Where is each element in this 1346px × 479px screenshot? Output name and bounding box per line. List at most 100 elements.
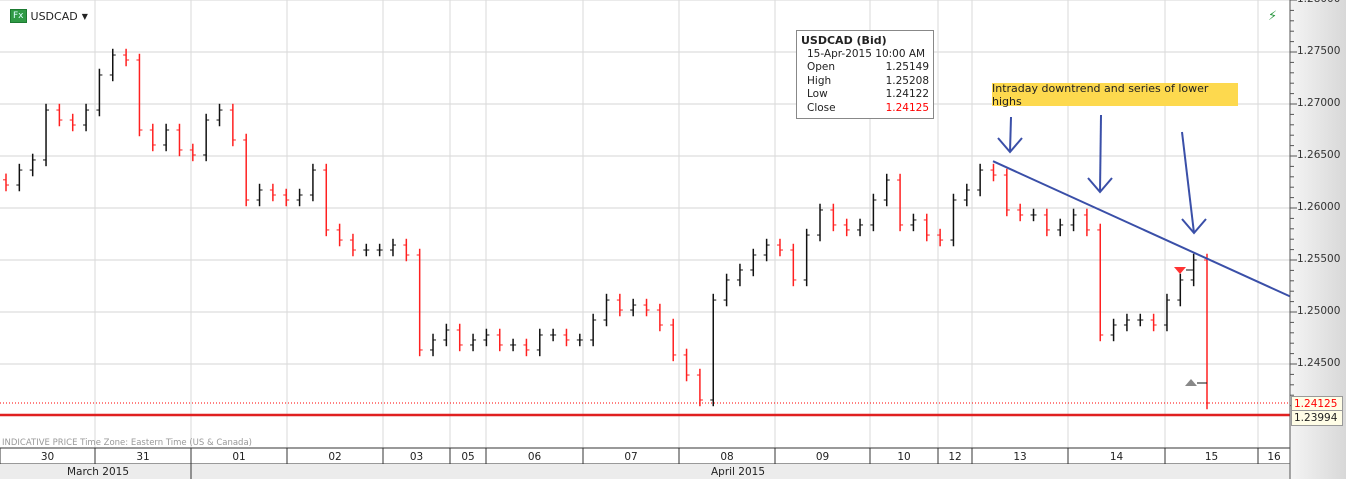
ohlc-bar — [456, 323, 463, 352]
ohlc-bar — [470, 333, 477, 352]
ohlc-bar — [323, 163, 330, 237]
ohlc-bar — [857, 218, 864, 237]
ohlc-bar — [563, 328, 570, 347]
y-tick-label: 1.27000 — [1297, 97, 1341, 109]
ohlc-bar — [990, 163, 997, 182]
ohlc-bar — [1017, 203, 1024, 222]
x-tick-label: 14 — [1110, 451, 1124, 463]
x-tick-label: 30 — [41, 451, 54, 463]
arrow-down-icon — [1181, 131, 1207, 235]
x-tick-label: 15 — [1205, 451, 1218, 463]
date-row — [0, 447, 1291, 465]
ohlc-bar — [843, 218, 850, 237]
ohlc-bar — [1110, 318, 1117, 342]
ohlc-bar — [643, 298, 650, 317]
ohlc-bar — [1057, 218, 1064, 237]
x-tick-label: 01 — [232, 451, 245, 463]
ohlc-bar — [630, 298, 637, 317]
ohlc-bar — [710, 293, 717, 407]
ohlc-bar — [56, 103, 63, 127]
ohlc-bar — [683, 348, 690, 382]
month-label: March 2015 — [67, 466, 129, 478]
ohlc-bar — [790, 243, 797, 287]
x-tick-label: 05 — [461, 451, 474, 463]
month-label: April 2015 — [711, 466, 765, 478]
ohlc-bar — [336, 223, 343, 247]
trendline[interactable] — [992, 160, 1291, 298]
symbol-label: USDCAD — [30, 9, 78, 23]
support-price-label: 1.23994 — [1291, 410, 1343, 426]
ohlc-bar — [416, 248, 423, 357]
ohlc-bar — [283, 188, 290, 207]
ohlc-bar — [496, 328, 503, 352]
y-tick-label: 1.25500 — [1297, 253, 1341, 265]
ohlc-bar — [96, 68, 103, 117]
tooltip-high: High 1.25208 — [807, 74, 929, 87]
ohlc-bar — [776, 238, 783, 257]
y-tick-label: 1.26000 — [1297, 201, 1341, 213]
ohlc-bar — [163, 123, 170, 152]
ohlc-bar — [1177, 273, 1184, 307]
ohlc-bar — [109, 48, 116, 82]
ohlc-bar — [590, 313, 597, 347]
ohlc-bar — [696, 368, 703, 407]
ohlc-bar — [550, 328, 557, 342]
ohlc-bar — [483, 328, 490, 347]
ohlc-bar — [376, 243, 383, 257]
ohlc-bar — [29, 153, 36, 177]
fx-badge: Fx — [10, 9, 27, 23]
ohlc-bar — [616, 293, 623, 317]
ohlc-bar — [656, 303, 663, 332]
ohlc-bar — [43, 103, 50, 167]
arrow-down-icon — [1087, 114, 1113, 194]
ohlc-bar — [123, 48, 130, 67]
ohlc-bar — [16, 163, 23, 192]
ohlc-bar — [256, 183, 263, 207]
ohlc-bar — [977, 163, 984, 197]
chart-trend-icon[interactable]: ⚡ — [1268, 9, 1278, 24]
ohlc-bar — [870, 193, 877, 232]
x-tick-label: 13 — [1013, 451, 1026, 463]
ohlc-bar — [1030, 208, 1037, 222]
ohlc-bar — [349, 233, 356, 257]
ohlc-bar — [1070, 208, 1077, 232]
y-tick-label: 1.26500 — [1297, 149, 1341, 161]
chevron-down-icon: ▼ — [81, 11, 88, 21]
ohlc-bar — [403, 238, 410, 262]
ohlc-bar — [1043, 208, 1050, 237]
x-tick-label: 07 — [624, 451, 637, 463]
month-row — [0, 464, 1290, 479]
ohlc-bar — [803, 228, 810, 287]
y-tick-label: 1.24500 — [1297, 357, 1341, 369]
ohlc-bar — [897, 173, 904, 232]
ohlc-bar — [1083, 208, 1090, 237]
x-tick-label: 09 — [816, 451, 829, 463]
x-tick-label: 12 — [948, 451, 961, 463]
tooltip-datetime: 15-Apr-2015 10:00 AM — [807, 47, 926, 60]
ohlc-bar — [243, 133, 250, 207]
symbol-selector[interactable]: Fx USDCAD ▼ — [10, 9, 88, 23]
ohlc-bar — [363, 243, 370, 257]
ohlc-bar — [296, 188, 303, 207]
x-tick-label: 10 — [897, 451, 910, 463]
ohlc-bar — [1137, 313, 1144, 327]
ohlc-bar — [83, 103, 90, 132]
ohlc-bar — [576, 333, 583, 347]
ohlc-bar — [923, 213, 930, 242]
arrow-down-icon — [997, 116, 1023, 154]
ohlc-bar — [910, 213, 917, 232]
tooltip-low: Low 1.24122 — [807, 88, 929, 100]
ohlc-bar — [203, 113, 210, 162]
ohlc-bar — [1204, 253, 1210, 410]
ohlc-bar — [750, 248, 757, 277]
ohlc-bar — [430, 333, 437, 357]
x-tick-label: 08 — [720, 451, 733, 463]
x-tick-label: 02 — [328, 451, 341, 463]
ohlc-bar — [1003, 168, 1010, 217]
ohlc-bar — [229, 103, 236, 147]
ohlc-bar — [149, 123, 156, 152]
ohlc-bar — [1163, 293, 1170, 332]
ohlc-bar — [523, 338, 530, 357]
tooltip-title: USDCAD (Bid) — [801, 34, 887, 47]
ohlc-bar — [69, 113, 76, 132]
